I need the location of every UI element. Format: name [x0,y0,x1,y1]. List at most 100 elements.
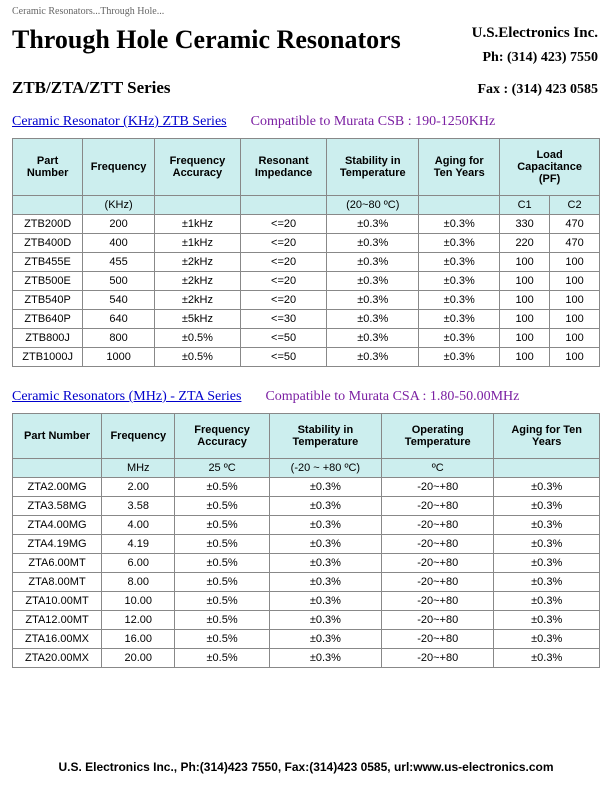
ztb-link[interactable]: Ceramic Resonator (KHz) ZTB Series [12,114,227,129]
cell: ±0.3% [269,630,381,649]
zta-table: Part NumberFrequencyFrequency AccuracySt… [12,413,600,668]
cell: 330 [500,215,550,234]
cell: <=20 [240,234,326,253]
ztb-compat: Compatible to Murata CSB : 190-1250KHz [251,114,496,129]
unit-cell [154,196,240,215]
cell: 470 [550,215,600,234]
cell: -20~+80 [382,649,494,668]
cell: <=30 [240,310,326,329]
unit-cell: C2 [550,196,600,215]
cell: ±0.3% [419,348,500,367]
col-header: Aging for Ten Years [494,414,600,459]
cell: ±0.5% [154,348,240,367]
cell: 16.00 [102,630,175,649]
cell: ±5kHz [154,310,240,329]
cell: ±0.3% [494,649,600,668]
cell: 20.00 [102,649,175,668]
cell: ±0.3% [494,478,600,497]
cell: ±0.3% [419,253,500,272]
cell: ±2kHz [154,272,240,291]
cell: ZTA8.00MT [13,573,102,592]
cell: <=20 [240,253,326,272]
unit-cell [494,459,600,478]
col-header: Frequency Accuracy [154,139,240,196]
cell: ±0.3% [269,649,381,668]
cell: ±0.3% [494,535,600,554]
col-header: Stability in Temperature [269,414,381,459]
unit-cell [13,459,102,478]
cell: ±0.5% [175,630,269,649]
cell: ±0.3% [327,272,419,291]
fax: Fax : (314) 423 0585 [477,82,598,98]
cell: ±0.5% [175,611,269,630]
cell: ±0.3% [327,348,419,367]
cell: ±0.3% [494,554,600,573]
cell: <=50 [240,329,326,348]
table-row: ZTA3.58MG3.58±0.5%±0.3%-20~+80±0.3% [13,497,600,516]
cell: ±0.3% [269,573,381,592]
cell: <=20 [240,272,326,291]
col-header: Operating Temperature [382,414,494,459]
table-row: ZTA4.00MG4.00±0.5%±0.3%-20~+80±0.3% [13,516,600,535]
cell: ZTA4.00MG [13,516,102,535]
cell: -20~+80 [382,630,494,649]
zta-link[interactable]: Ceramic Resonators (MHz) - ZTA Series [12,389,241,404]
cell: 4.19 [102,535,175,554]
unit-cell: (20~80 ºC) [327,196,419,215]
ztb-table: Part NumberFrequencyFrequency AccuracyRe… [12,138,600,367]
company-name: U.S.Electronics Inc. [472,25,598,42]
cell: ZTB540P [13,291,83,310]
cell: <=20 [240,215,326,234]
cell: -20~+80 [382,592,494,611]
cell: 100 [500,329,550,348]
unit-cell: (KHz) [83,196,155,215]
table-row: ZTA4.19MG4.19±0.5%±0.3%-20~+80±0.3% [13,535,600,554]
cell: 100 [500,272,550,291]
cell: -20~+80 [382,573,494,592]
cell: -20~+80 [382,516,494,535]
cell: 100 [550,253,600,272]
table-row: ZTA16.00MX16.00±0.5%±0.3%-20~+80±0.3% [13,630,600,649]
unit-cell: ºC [382,459,494,478]
col-header: Frequency Accuracy [175,414,269,459]
unit-cell [419,196,500,215]
unit-cell: MHz [102,459,175,478]
cell: 640 [83,310,155,329]
cell: 100 [500,291,550,310]
footer: U.S. Electronics Inc., Ph:(314)423 7550,… [0,760,612,774]
cell: 800 [83,329,155,348]
cell: 6.00 [102,554,175,573]
cell: ±2kHz [154,253,240,272]
cell: 100 [550,348,600,367]
cell: 100 [550,291,600,310]
cell: ±0.5% [175,649,269,668]
cell: ±0.5% [175,497,269,516]
cell: ±0.5% [154,329,240,348]
breadcrumb: Ceramic Resonators...Through Hole... [0,0,612,23]
cell: -20~+80 [382,478,494,497]
cell: ±0.3% [419,291,500,310]
cell: ZTA6.00MT [13,554,102,573]
cell: ±0.3% [327,310,419,329]
cell: ZTA12.00MT [13,611,102,630]
table-row: ZTB400D400±1kHz<=20±0.3%±0.3%220470 [13,234,600,253]
cell: ±0.3% [419,215,500,234]
col-header: Resonant Impedance [240,139,326,196]
table-row: ZTB200D200±1kHz<=20±0.3%±0.3%330470 [13,215,600,234]
cell: 400 [83,234,155,253]
cell: ZTA2.00MG [13,478,102,497]
cell: ZTB640P [13,310,83,329]
cell: ±0.3% [419,234,500,253]
cell: ±0.5% [175,573,269,592]
cell: 470 [550,234,600,253]
cell: 2.00 [102,478,175,497]
cell: ZTB200D [13,215,83,234]
cell: 200 [83,215,155,234]
col-header: Part Number [13,139,83,196]
cell: ZTB800J [13,329,83,348]
cell: ±0.3% [327,291,419,310]
cell: 100 [500,310,550,329]
cell: ±0.3% [327,329,419,348]
cell: ±0.3% [494,611,600,630]
table-row: ZTA6.00MT6.00±0.5%±0.3%-20~+80±0.3% [13,554,600,573]
